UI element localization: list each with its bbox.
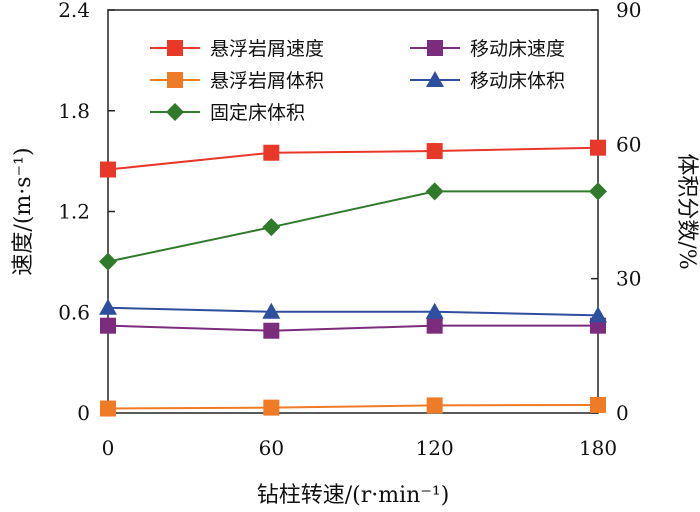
series-1-point [100,317,116,334]
series-4-point [99,252,117,271]
series-1-line [107,324,598,332]
series-0-point [100,161,116,178]
y-right-tick-label: 0 [616,401,629,425]
x-tick-label: 0 [102,436,115,460]
series-1-point [263,322,280,339]
series-3-point [262,302,281,319]
series-4-point [589,182,607,201]
axes-layer: 0 60 120 180 0 0.6 1.2 1.8 2.4 0 30 60 90 钻柱转速/(r·min… [11,0,699,508]
series-2-point [590,396,606,413]
y-right-tick-label: 60 [616,132,641,156]
series-2-point [426,397,443,414]
y-right-tick-label: 90 [616,0,641,22]
y-left-tick-label: 2.4 [58,0,90,22]
series-3-point [589,306,607,323]
legend-marker [167,40,183,56]
legend-marker [426,71,444,87]
series-0-point [263,144,280,161]
x-tick-label: 120 [416,436,454,460]
legend-label: 悬浮岩屑体积 [210,70,324,92]
y-right-axis-title: 体积分数/% [674,153,699,269]
series-1-point [426,317,443,334]
series-2-point [263,399,280,416]
y-left-axis-title: 速度/(m·s⁻¹) [11,147,36,275]
series-3-point [425,302,444,319]
y-left-tick-label: 0.6 [58,300,90,324]
series-3-line [107,306,599,317]
series-4-line [107,190,598,263]
legend-label: 固定床体积 [210,102,305,124]
y-left-tick-label: 1.2 [58,200,90,224]
series-4-point [425,182,444,201]
y-left-tick-label: 0 [77,401,90,425]
x-tick-label: 60 [259,436,284,460]
series-layer [99,139,607,417]
legend-label: 移动床速度 [470,38,565,60]
legend-marker [427,40,443,56]
series-0-line [107,146,599,171]
legend-label: 悬浮岩屑速度 [210,38,324,60]
series-2-line [107,403,599,410]
series-0-point [426,143,443,160]
y-right-tick-label: 30 [616,267,641,291]
series-2-point [100,400,116,417]
series-0-point [590,139,606,156]
series-4-point [262,218,281,237]
legend-marker [166,103,184,121]
series-3-point [99,298,117,315]
x-tick-label: 180 [579,436,617,460]
x-axis-title: 钻柱转速/(r·min⁻¹) [257,483,450,508]
legend-label: 移动床体积 [470,70,565,92]
y-left-tick-label: 1.8 [58,99,90,123]
legend-marker [167,72,183,88]
